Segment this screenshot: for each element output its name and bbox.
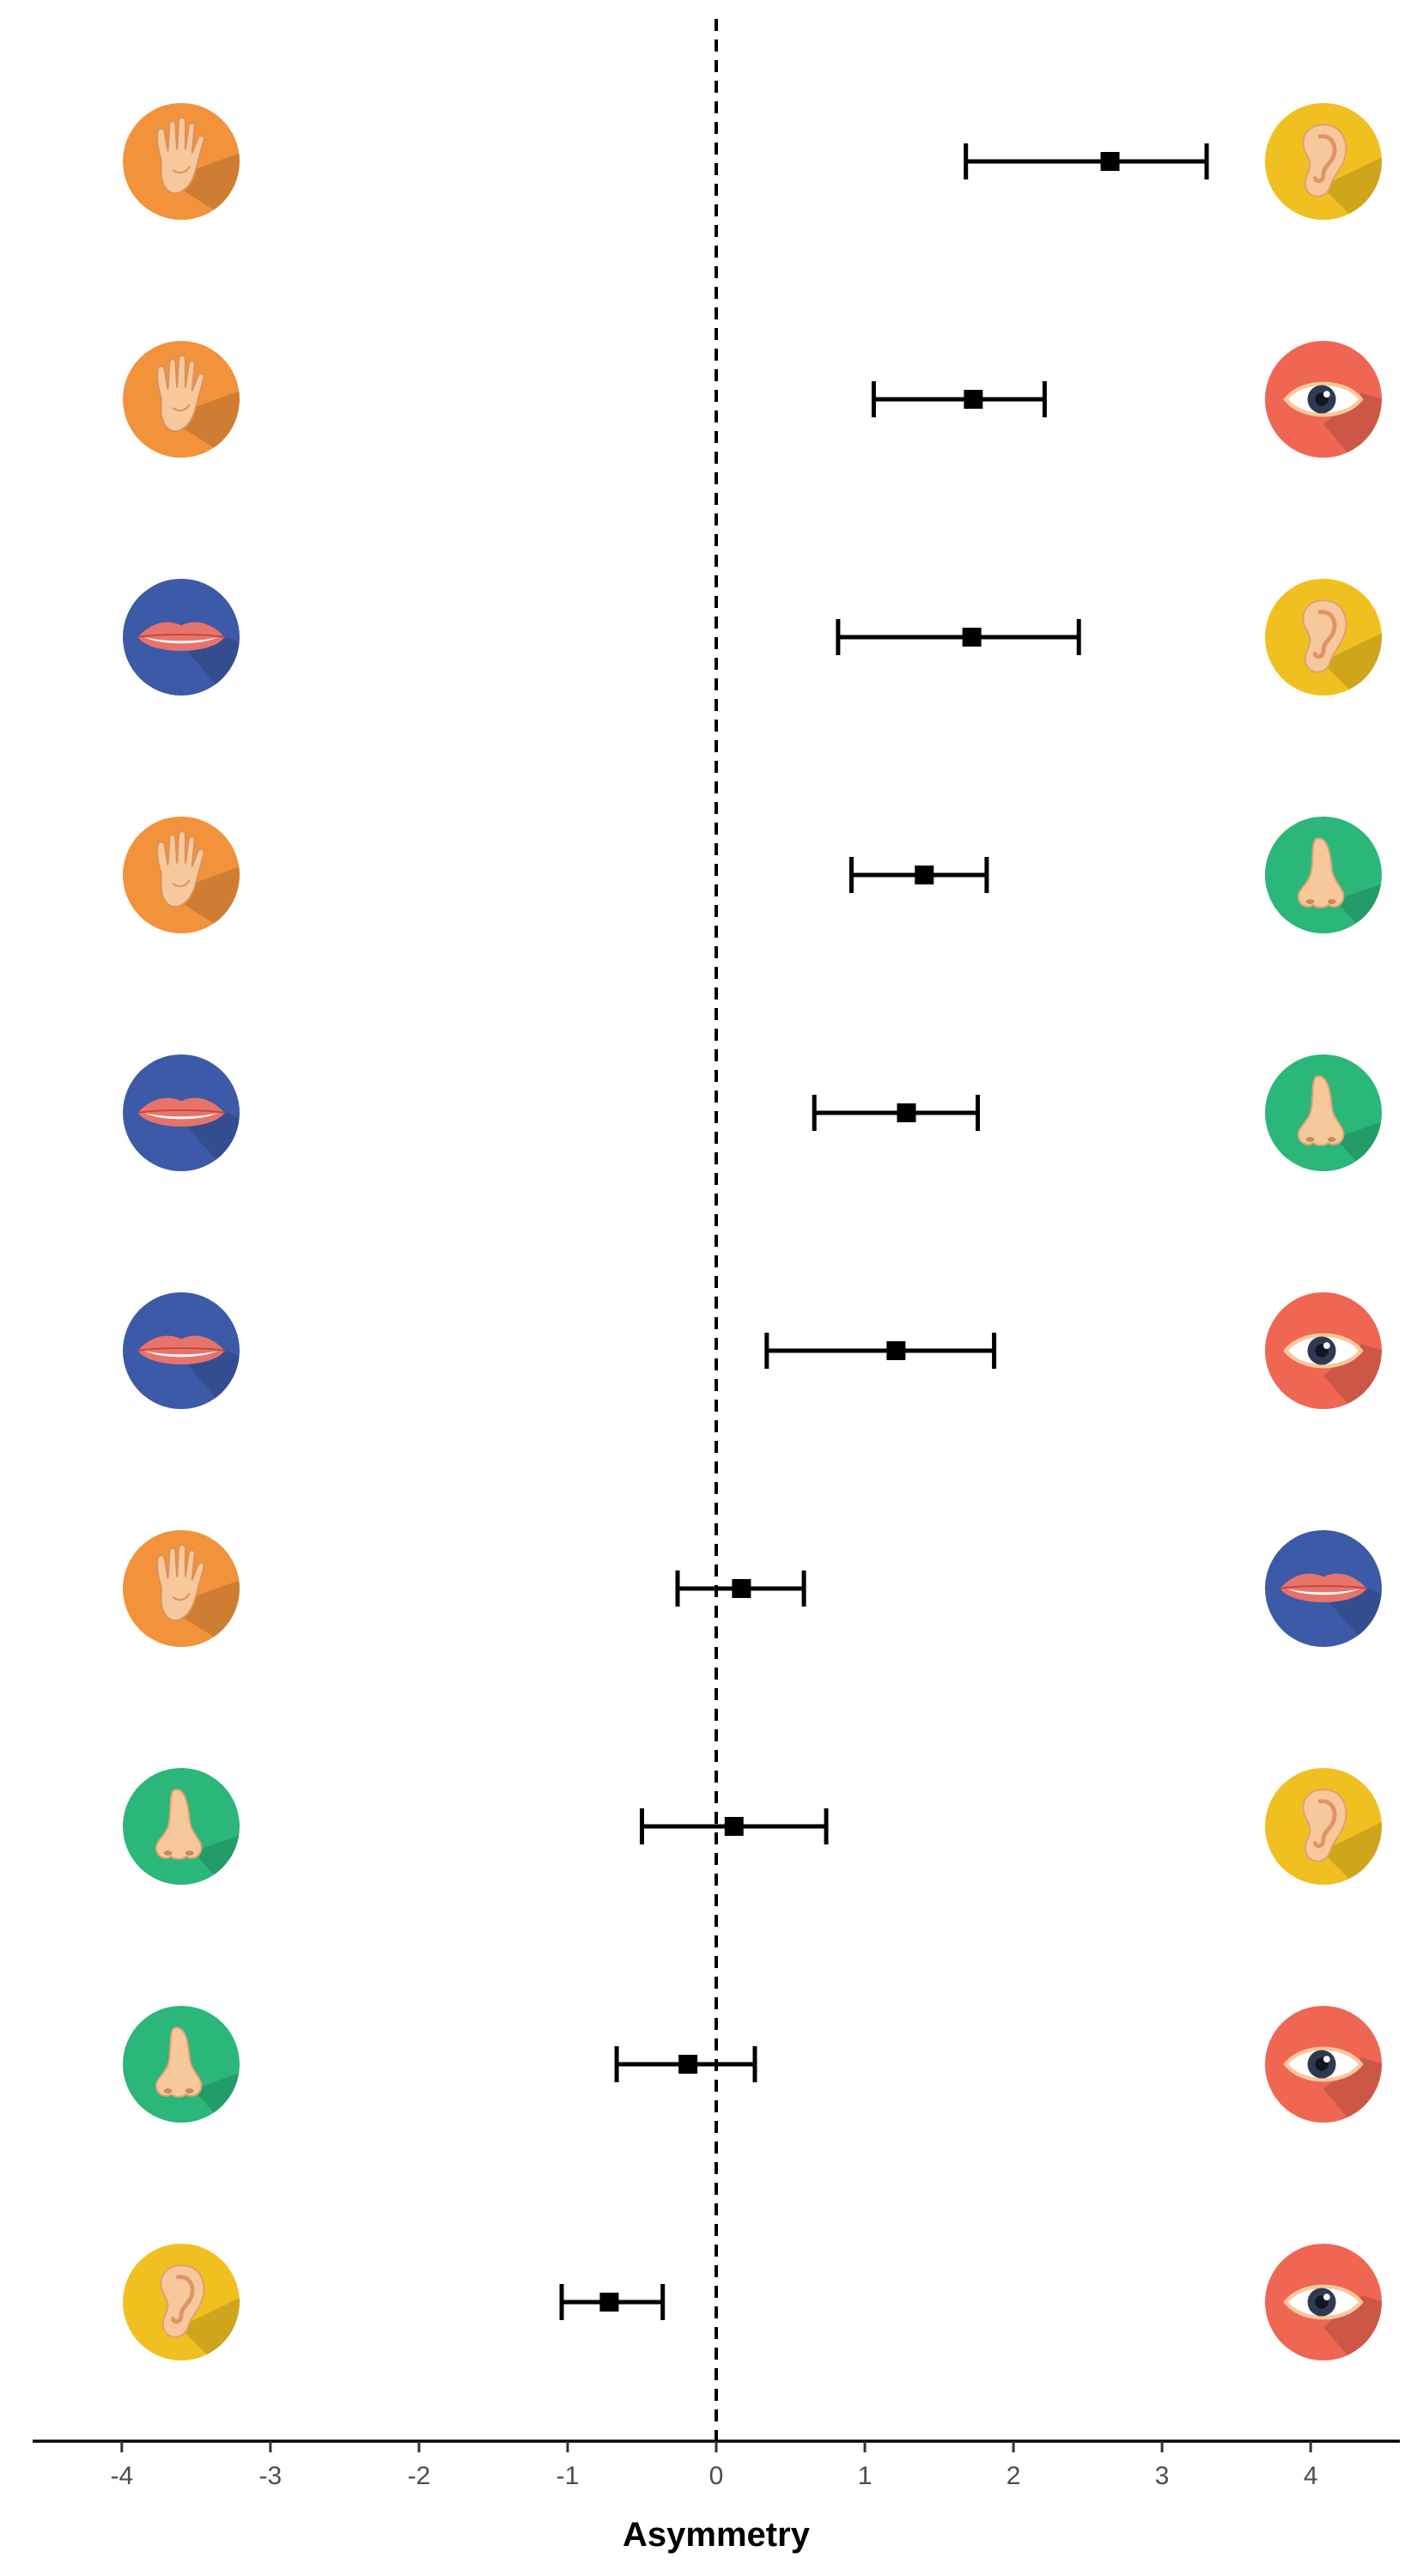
lips-icon	[123, 1054, 240, 1171]
nose-icon	[1265, 817, 1382, 933]
hand-icon	[123, 341, 240, 458]
forest-row	[123, 341, 1382, 458]
x-tick-label: 1	[858, 2462, 873, 2490]
lips-icon	[123, 1292, 240, 1409]
eye-icon	[1265, 1292, 1382, 1409]
x-tick-label: 2	[1006, 2462, 1021, 2490]
forest-row	[123, 1292, 1382, 1409]
forest-row	[123, 817, 1382, 933]
ear-icon	[1265, 103, 1382, 220]
lips-icon	[123, 579, 240, 696]
estimate-point	[962, 628, 982, 647]
forest-row	[123, 103, 1382, 220]
eye-icon	[1265, 341, 1382, 458]
estimate-point	[964, 390, 983, 409]
x-tick-label: -1	[556, 2462, 580, 2490]
x-tick-label: 0	[709, 2462, 724, 2490]
forest-rows	[123, 103, 1382, 2360]
hand-icon	[123, 817, 240, 933]
x-axis-title: Asymmetry	[623, 2516, 811, 2554]
forest-row	[123, 579, 1382, 696]
estimate-point	[897, 1103, 916, 1122]
hand-icon	[123, 103, 240, 220]
estimate-point	[724, 1817, 744, 1836]
x-tick-label: 4	[1304, 2462, 1318, 2490]
lips-icon	[1265, 1530, 1382, 1647]
forest-row	[123, 2006, 1382, 2123]
forest-row	[123, 1530, 1382, 1647]
estimate-point	[915, 866, 934, 884]
ear-icon	[1265, 1768, 1382, 1885]
eye-icon	[1265, 2244, 1382, 2360]
estimate-point	[1100, 152, 1120, 171]
estimate-point	[732, 1579, 751, 1598]
eye-icon	[1265, 2006, 1382, 2123]
estimate-point	[599, 2293, 619, 2312]
x-axis-ticks: -4 -3 -2 -1 0 1 2 3 4	[110, 2441, 1318, 2490]
hand-icon	[123, 1530, 240, 1647]
nose-icon	[123, 2006, 240, 2123]
x-tick-label: -2	[408, 2462, 431, 2490]
nose-icon	[1265, 1054, 1382, 1171]
forest-row	[123, 1768, 1382, 1885]
x-tick-label: 3	[1155, 2462, 1170, 2490]
x-tick-label: -3	[259, 2462, 283, 2490]
forest-row	[123, 1054, 1382, 1171]
nose-icon	[123, 1768, 240, 1885]
forest-row	[123, 2244, 1382, 2360]
estimate-point	[886, 1341, 906, 1360]
estimate-point	[678, 2055, 698, 2074]
ear-icon	[1265, 579, 1382, 696]
x-tick-label: -4	[110, 2462, 133, 2490]
ear-icon	[123, 2244, 240, 2360]
